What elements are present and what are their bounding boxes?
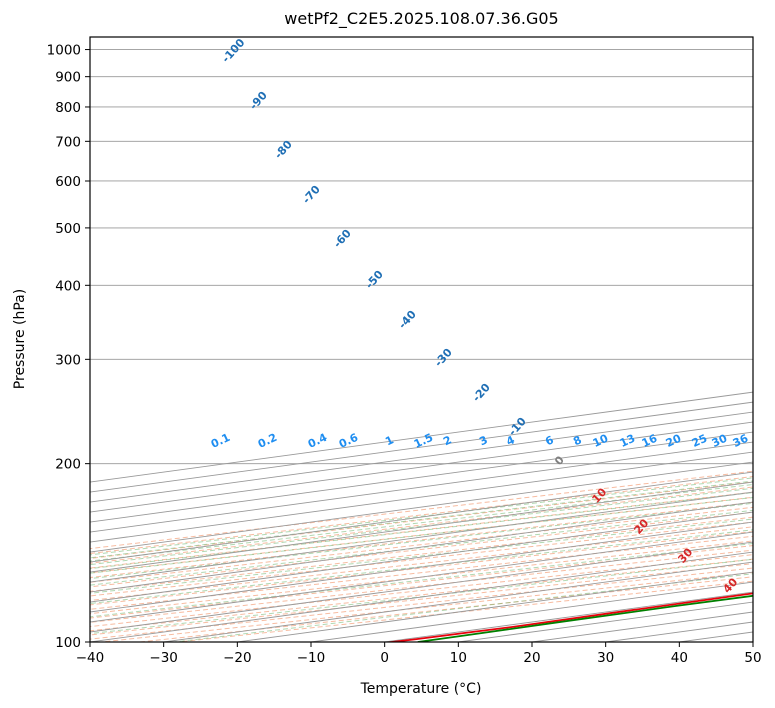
- isotherm: [310, 581, 753, 642]
- mixing-ratio-label: 0.2: [256, 431, 279, 451]
- x-axis-ticks: −40 −30 −20 −10 0 10 20 30 40 50: [76, 642, 762, 666]
- mixing-ratio-label: 16: [640, 432, 660, 450]
- x-tick-label: −30: [149, 650, 178, 666]
- y-tick-label: 800: [55, 100, 81, 116]
- isotherm-label: -90: [247, 89, 270, 113]
- mixing-ratio-label: 2: [441, 433, 453, 448]
- isotherm-label: -30: [432, 346, 455, 370]
- isotherm: [90, 461, 753, 553]
- x-tick-label: 20: [523, 650, 540, 666]
- x-tick-label: −20: [223, 650, 252, 666]
- x-tick-label: −10: [297, 650, 326, 666]
- x-tick-label: 0: [380, 650, 389, 666]
- isotherm: [90, 491, 753, 583]
- isotherm: [90, 531, 753, 623]
- y-axis-ticks: 100 200 300 400 500 600 700 800 900 1000: [47, 43, 90, 651]
- x-tick-label: −40: [76, 650, 105, 666]
- isotherm: [90, 511, 753, 603]
- mixing-ratio-label: 36: [731, 432, 751, 450]
- plot-frame: [89, 36, 754, 643]
- isotherm-label: -50: [363, 268, 386, 292]
- y-tick-label: 600: [55, 174, 81, 190]
- isotherm-label: -20: [470, 381, 493, 405]
- isotherm-label: -40: [396, 308, 419, 332]
- x-tick-label: 10: [450, 650, 467, 666]
- isotherm: [90, 481, 753, 573]
- y-tick-label: 500: [55, 221, 81, 237]
- mixing-ratio-label: 1.5: [412, 431, 435, 451]
- y-tick-label: 1000: [47, 43, 81, 59]
- y-tick-label: 300: [55, 352, 81, 368]
- series-lines: [384, 592, 753, 642]
- isotherm: [679, 631, 753, 642]
- x-tick-label: 30: [597, 650, 614, 666]
- isotherm: [384, 591, 753, 642]
- isotherm: [752, 641, 753, 642]
- isotherm: [90, 451, 753, 543]
- x-tick-label: 50: [744, 650, 761, 666]
- y-tick-label: 700: [55, 134, 81, 150]
- chart-title: wetPf2_C2E5.2025.108.07.36.G05: [284, 9, 559, 28]
- mixing-ratio-label: 25: [690, 432, 709, 450]
- isotherm-label: -60: [331, 227, 354, 251]
- y-tick-label: 100: [55, 635, 81, 651]
- mixing-ratio-label: 3: [477, 433, 489, 448]
- y-axis-label: Pressure (hPa): [12, 289, 28, 389]
- x-axis-label: Temperature (°C): [360, 681, 482, 697]
- mixing-ratio-label: 6: [543, 433, 556, 448]
- mixing-ratio-label: 30: [710, 432, 730, 450]
- y-tick-label: 200: [55, 457, 81, 473]
- mixing-ratio-label: 13: [618, 432, 637, 450]
- mixing-ratio-label: 0.6: [337, 431, 360, 451]
- mixing-ratio-label: 0.1: [209, 431, 232, 451]
- temperature-line: [384, 592, 753, 642]
- isotherm-label: -100: [219, 36, 247, 65]
- mixing-ratio-label: 0.4: [306, 431, 329, 451]
- isotherm: [90, 521, 753, 613]
- isotherm-label: 0: [552, 453, 567, 468]
- isotherm: [90, 471, 753, 563]
- mixing-ratio-label: 10: [591, 432, 611, 450]
- x-tick-label: 40: [671, 650, 688, 666]
- dewpoint-line: [417, 594, 753, 642]
- y-tick-label: 400: [55, 278, 81, 294]
- y-tick-label: 900: [55, 70, 81, 86]
- mixing-ratio-label: 20: [664, 432, 684, 450]
- isotherm-label: -70: [300, 183, 323, 207]
- isotherm: [90, 501, 753, 593]
- grid-lines: [90, 49, 753, 642]
